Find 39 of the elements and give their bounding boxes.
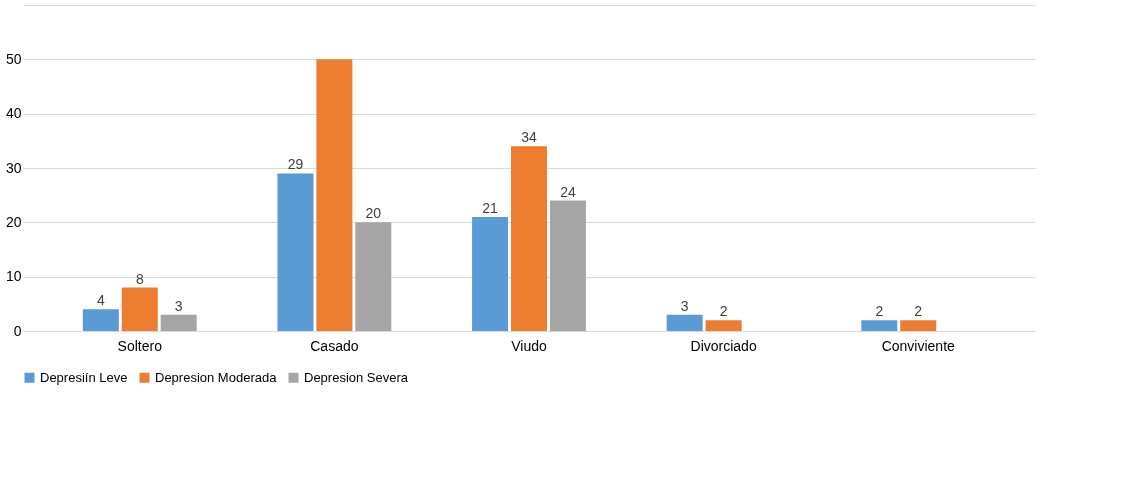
y-tick-label: 10	[5, 268, 22, 285]
data-label: 20	[365, 205, 382, 222]
x-tick-label: Viudo	[511, 337, 547, 354]
bar	[705, 320, 742, 331]
bar	[121, 287, 158, 331]
data-label: 29	[287, 156, 304, 173]
bar	[861, 320, 898, 331]
data-label: 8	[135, 270, 144, 287]
bar	[549, 200, 586, 331]
x-tick-label: Casado	[310, 337, 359, 354]
data-label: 2	[875, 303, 884, 320]
bar	[316, 59, 353, 331]
data-label: 21	[482, 199, 499, 216]
bar	[160, 314, 197, 331]
y-tick-label: 0	[13, 322, 22, 339]
data-label: 2	[914, 303, 923, 320]
x-tick-label: Soltero	[117, 337, 163, 354]
bar	[472, 216, 509, 331]
y-tick-label: 40	[5, 105, 22, 122]
data-label: 4	[96, 292, 105, 309]
x-tick-label: Divorciado	[690, 337, 757, 354]
y-tick-label: 30	[5, 159, 22, 176]
data-label: 34	[521, 129, 537, 146]
bar	[355, 222, 392, 331]
x-tick-label: Conviviente	[881, 337, 956, 354]
bar	[82, 309, 119, 331]
y-tick-label: 50	[5, 50, 22, 67]
legend-label: Depresiín Leve	[40, 369, 128, 385]
data-label: 3	[174, 297, 183, 314]
bar	[277, 173, 314, 331]
data-label: 3	[680, 297, 689, 314]
legend-label: Depresion Severa	[304, 369, 409, 385]
data-label: 24	[560, 183, 576, 200]
bar	[666, 314, 703, 331]
bar	[511, 146, 547, 331]
y-tick-label: 20	[5, 213, 22, 230]
legend-label: Depresion Moderada	[155, 369, 278, 385]
data-label: 2	[719, 303, 728, 320]
bar	[900, 320, 937, 331]
